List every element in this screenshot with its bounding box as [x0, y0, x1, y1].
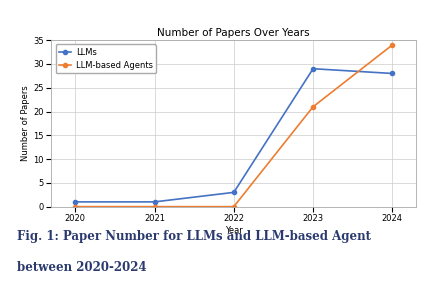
LLMs [73, 200, 78, 203]
Title: Number of Papers Over Years: Number of Papers Over Years [157, 28, 310, 38]
Line: LLM-based Agents: LLM-based Agents [73, 43, 394, 209]
LLMs [390, 72, 395, 75]
LLM-based Agents [231, 205, 236, 208]
Text: between 2020-2024: between 2020-2024 [17, 261, 147, 274]
LLM-based Agents [152, 205, 157, 208]
Y-axis label: Number of Papers: Number of Papers [21, 86, 30, 161]
Text: Fig. 1: Paper Number for LLMs and LLM-based Agent: Fig. 1: Paper Number for LLMs and LLM-ba… [17, 230, 371, 243]
Legend: LLMs, LLM-based Agents: LLMs, LLM-based Agents [56, 44, 156, 73]
LLM-based Agents [311, 105, 316, 108]
LLMs [311, 67, 316, 70]
LLM-based Agents [390, 43, 395, 47]
Line: LLMs: LLMs [73, 67, 394, 204]
LLM-based Agents [73, 205, 78, 208]
LLMs [231, 191, 236, 194]
X-axis label: Year: Year [225, 226, 243, 235]
LLMs [152, 200, 157, 203]
